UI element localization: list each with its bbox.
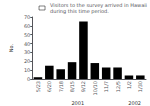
svg-text:30: 30 [24, 49, 30, 55]
svg-text:7/18: 7/18 [58, 81, 64, 92]
svg-text:10/10: 10/10 [92, 81, 98, 95]
svg-text:10: 10 [24, 67, 30, 73]
svg-text:20: 20 [24, 58, 30, 64]
svg-text:0: 0 [27, 76, 30, 82]
svg-text:No.: No. [8, 43, 14, 52]
svg-text:9/12: 9/12 [80, 81, 86, 92]
svg-text:8/15: 8/15 [69, 81, 75, 92]
svg-text:6/20: 6/20 [46, 81, 52, 92]
svg-text:Visitors to the survey arrived: Visitors to the survey arrived in Hawaii [50, 2, 147, 8]
svg-text:5/23: 5/23 [35, 81, 41, 92]
svg-text:2002: 2002 [128, 100, 141, 106]
svg-text:2001: 2001 [71, 100, 84, 106]
svg-text:1/2: 1/2 [126, 81, 132, 89]
svg-text:70: 70 [24, 14, 30, 20]
svg-text:11/7: 11/7 [103, 81, 109, 92]
svg-text:50: 50 [24, 32, 30, 38]
svg-text:60: 60 [24, 23, 30, 29]
svg-text:1/30: 1/30 [137, 81, 143, 92]
svg-text:12/5: 12/5 [115, 81, 121, 92]
svg-text:during this time period.: during this time period. [50, 8, 109, 15]
svg-text:40: 40 [24, 41, 30, 47]
